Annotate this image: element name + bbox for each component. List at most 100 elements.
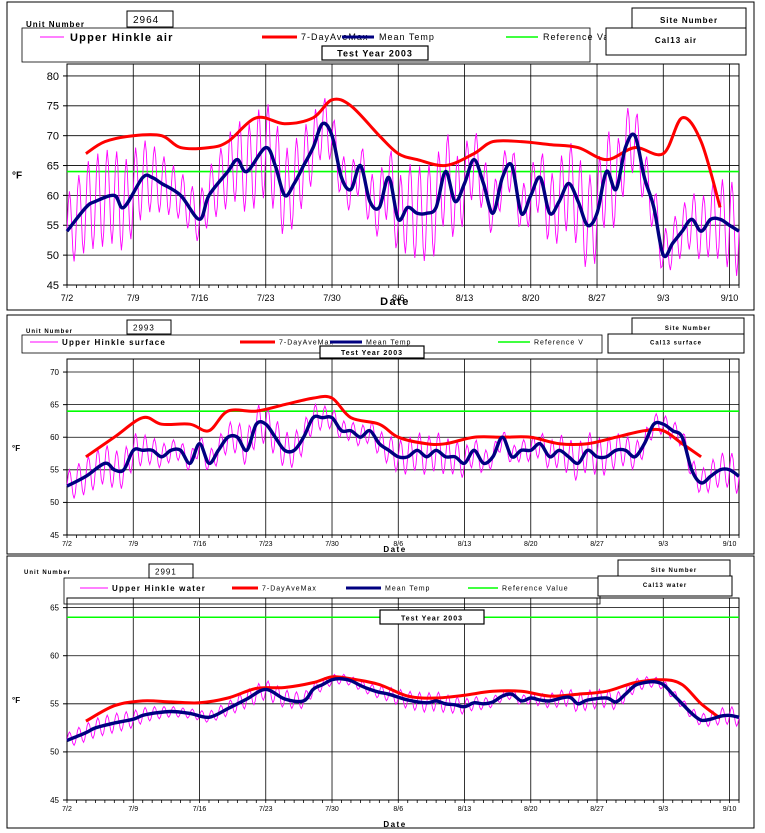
y-tick-label: 45 <box>50 796 59 805</box>
x-tick-label: 7/16 <box>193 541 207 548</box>
y-tick-label: 55 <box>50 700 59 709</box>
mean-temp-series <box>65 121 740 259</box>
legend-label: Mean Temp <box>379 32 435 42</box>
legend-label: Upper Hinkle air <box>70 32 174 44</box>
chart-title: Test Year 2003 <box>337 49 413 59</box>
legend-label: Reference V <box>534 339 584 346</box>
x-tick-label: 7/9 <box>128 541 138 548</box>
legend-label: 7-DayAveMax <box>301 32 368 42</box>
x-tick-label: 7/9 <box>127 293 140 303</box>
legend-box <box>21 27 591 63</box>
chart-title: Test Year 2003 <box>401 616 463 623</box>
y-tick-label: 60 <box>47 190 59 202</box>
y-tick-label: 55 <box>50 466 59 475</box>
y-axis-label: °F <box>12 696 20 705</box>
x-tick-label: 7/23 <box>259 541 273 548</box>
y-tick-label: 70 <box>47 131 59 143</box>
x-tick-label: 7/2 <box>62 806 72 813</box>
legend-label: Reference Va <box>543 32 609 42</box>
site-number-value: Cal13 surface <box>650 340 702 346</box>
plot-area <box>66 597 740 801</box>
y-tick-label: 65 <box>50 400 59 409</box>
x-tick-label: 7/16 <box>191 293 209 303</box>
title-box <box>319 345 425 359</box>
unit-number-value: 2993 <box>133 324 155 333</box>
x-tick-label: 7/16 <box>193 806 207 813</box>
x-tick-label: 8/27 <box>588 293 606 303</box>
y-axis-label: °F <box>12 171 22 182</box>
unit-number-box <box>148 563 194 579</box>
x-tick-label: 8/13 <box>458 541 472 548</box>
legend-label: 7-DayAveMax <box>262 585 317 592</box>
legend-box <box>21 334 603 354</box>
unit-number-value: 2964 <box>133 15 159 26</box>
x-tick-label: 7/23 <box>257 293 275 303</box>
mean-temp-series <box>66 677 740 742</box>
y-tick-label: 50 <box>50 748 59 757</box>
x-tick-label: 9/10 <box>721 293 739 303</box>
y-tick-label: 70 <box>50 368 59 377</box>
y-tick-label: 55 <box>47 220 59 232</box>
x-tick-label: 7/23 <box>259 806 273 813</box>
site-number-value-box <box>605 27 747 56</box>
x-tick-label: 9/10 <box>723 541 737 548</box>
chart-panel-1: 45 50 55 60 65 70 75 80 7/2 7/9 7/16 7/23 7/30 8/6 8/1… <box>6 1 755 311</box>
legend-label: Upper Hinkle surface <box>62 338 166 347</box>
unit-number-box <box>126 319 172 335</box>
legend-label: Mean Temp <box>366 339 411 346</box>
x-axis-label: Date <box>380 296 410 308</box>
x-axis-label: Date <box>383 820 406 829</box>
site-number-value: Cal13 water <box>643 583 687 589</box>
x-tick-label: 8/20 <box>522 293 540 303</box>
y-tick-label: 65 <box>50 603 59 612</box>
y-tick-label: 75 <box>47 101 59 113</box>
x-tick-label: 9/10 <box>723 806 737 813</box>
site-number-value-box <box>607 333 745 354</box>
x-tick-label: 8/20 <box>524 806 538 813</box>
y-axis-label: °F <box>12 444 20 453</box>
unit-number-box <box>126 10 174 28</box>
x-tick-label: 8/27 <box>590 541 604 548</box>
y-tick-label: 60 <box>50 652 59 661</box>
y-tick-label: 50 <box>50 498 59 507</box>
seven-day-ave-max-series <box>85 394 702 459</box>
x-tick-label: 8/6 <box>393 541 403 548</box>
legend-label: 7-DayAveMax <box>279 339 334 346</box>
mean-temp-series <box>66 414 741 488</box>
legend-label: Mean Temp <box>385 585 430 592</box>
plot-area <box>66 63 740 286</box>
x-tick-label: 8/20 <box>524 541 538 548</box>
x-tick-label: 7/2 <box>62 541 72 548</box>
y-tick-label: 65 <box>47 160 59 172</box>
y-tick-label: 50 <box>47 250 59 262</box>
x-tick-label: 8/6 <box>392 293 405 303</box>
title-box <box>321 45 429 61</box>
x-tick-label: 8/6 <box>393 806 403 813</box>
x-axis-label: Date <box>383 545 406 554</box>
unit-number-label: Unit Number <box>26 329 73 335</box>
x-tick-label: 9/3 <box>658 541 668 548</box>
unit-number-value: 2991 <box>155 568 177 577</box>
y-tick-label: 45 <box>50 531 59 540</box>
seven-day-ave-max-series <box>85 675 721 723</box>
plot-area <box>66 358 740 536</box>
y-tick-label: 45 <box>47 280 59 292</box>
chart-panel-3: 45 50 55 60 65 7/2 7/9 7/16 7/23 7/30 8/6 8/13 8/20 8… <box>6 555 755 829</box>
chart-title: Test Year 2003 <box>341 350 403 357</box>
y-tick-label: 80 <box>47 71 59 83</box>
x-tick-label: 7/2 <box>61 293 74 303</box>
x-tick-label: 9/3 <box>658 806 668 813</box>
x-tick-label: 7/9 <box>128 806 138 813</box>
x-tick-label: 8/13 <box>456 293 474 303</box>
site-number-label: Site Number <box>665 326 711 332</box>
site-number-value: Cal13 air <box>655 36 697 45</box>
site-number-label: Site Number <box>651 568 697 574</box>
title-box <box>379 609 485 625</box>
x-tick-label: 9/3 <box>657 293 670 303</box>
unit-number-label: Unit Number <box>24 570 71 576</box>
site-number-label: Site Number <box>660 16 718 25</box>
y-tick-label: 60 <box>50 433 59 442</box>
x-tick-label: 8/27 <box>590 806 604 813</box>
site-number-value-box <box>597 575 733 597</box>
